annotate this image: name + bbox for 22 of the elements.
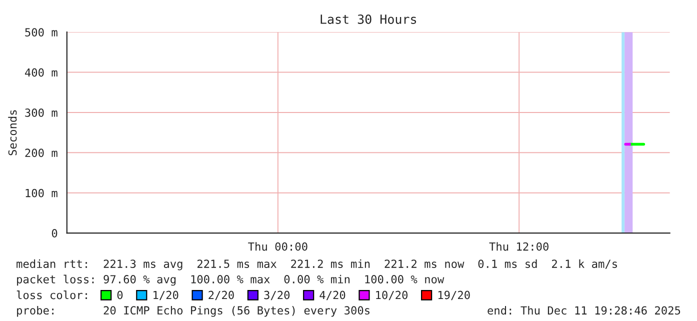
- text: packet loss: 97.60 % avg 100.00 % max 0.00 % min 100.00 % now: [17, 274, 444, 286]
- legend-title: loss color:: [16, 290, 87, 300]
- legend-label: 1/20: [154, 290, 178, 300]
- y-tick-label: 0: [52, 229, 58, 238]
- legend-label: 10/20: [376, 290, 408, 300]
- y-tick-label: 100 m: [26, 188, 58, 198]
- y-tick-label: 500 m: [25, 28, 58, 37]
- text: end: Thu Dec 11 19:28:46 2025: [488, 306, 680, 315]
- y-tick-label: 200 m: [25, 148, 58, 158]
- text: probe: 20 ICMP Echo Pings (56 Bytes) every 300s: [17, 306, 370, 317]
- y-tick-label: 300 m: [25, 108, 58, 117]
- y-tick-label: 400 m: [24, 68, 58, 77]
- text: median rtt: 221.3 ms avg 221.5 ms max 221.2 ms min 221.2 ms now 0.1 ms sd 2.1 k am/s: [16, 259, 617, 270]
- legend-label: 3/20: [264, 290, 290, 300]
- x-tick-label: Thu 00:00: [248, 242, 308, 251]
- legend-label: 4/20: [320, 290, 346, 300]
- x-tick-label: Thu 12:00: [489, 242, 548, 251]
- legend-label: 0: [117, 290, 123, 300]
- legend-label: 2/20: [208, 290, 234, 300]
- y-axis-title: Seconds: [8, 110, 17, 156]
- legend-label: 19/20: [438, 290, 470, 300]
- chart-title: Last 30 Hours: [320, 14, 416, 24]
